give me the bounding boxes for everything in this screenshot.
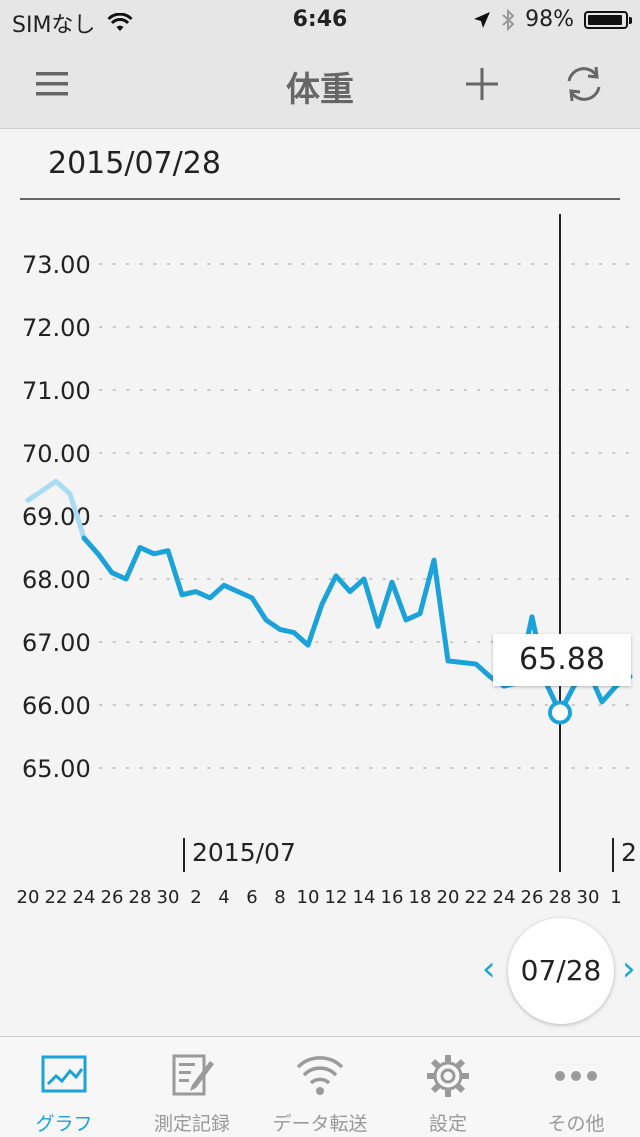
tab-other[interactable]: その他 bbox=[512, 1037, 640, 1137]
date-navigator: ‹ 07/28 › bbox=[0, 910, 640, 1030]
tab-data-transfer[interactable]: データ転送 bbox=[256, 1037, 384, 1137]
bluetooth-icon bbox=[502, 8, 515, 31]
notebook-edit-icon bbox=[172, 1054, 214, 1096]
battery-icon bbox=[584, 10, 632, 29]
weight-line bbox=[81, 535, 633, 716]
plus-icon bbox=[466, 68, 498, 100]
tab-label: 設定 bbox=[428, 1113, 467, 1135]
weight-line-faded bbox=[25, 478, 87, 541]
prev-date-button[interactable]: ‹ bbox=[482, 949, 496, 989]
x-tick-label: 10 bbox=[297, 887, 320, 908]
chart-grid bbox=[99, 263, 640, 769]
y-tick-label: 67.00 bbox=[22, 629, 91, 657]
current-date-button[interactable]: 07/28 bbox=[508, 918, 614, 1024]
y-axis-labels: 73.0072.0071.0070.0069.0068.0067.0066.00… bbox=[22, 251, 91, 783]
y-tick-label: 73.00 bbox=[22, 251, 91, 279]
x-tick-label: 26 bbox=[521, 887, 544, 908]
sync-button[interactable] bbox=[556, 58, 612, 110]
selection-cursor[interactable] bbox=[548, 214, 572, 872]
x-tick-label: 2 bbox=[190, 887, 201, 908]
x-tick-label: 24 bbox=[493, 887, 516, 908]
y-tick-label: 72.00 bbox=[22, 314, 91, 342]
x-tick-label: 4 bbox=[218, 887, 229, 908]
x-tick-label: 26 bbox=[101, 887, 124, 908]
y-tick-label: 70.00 bbox=[22, 440, 91, 468]
x-tick-label: 6 bbox=[246, 887, 257, 908]
hamburger-icon bbox=[36, 72, 68, 96]
nav-bar: 体重 bbox=[0, 40, 640, 129]
date-header-divider bbox=[20, 198, 620, 200]
selected-value-tooltip: 65.88 bbox=[493, 634, 631, 686]
tab-bar: グラフ 測定記録 データ転送 bbox=[0, 1036, 640, 1137]
sync-icon bbox=[567, 66, 601, 102]
status-right: 98% bbox=[473, 7, 632, 32]
add-button[interactable] bbox=[454, 58, 510, 110]
carrier-label: SIMなし bbox=[12, 13, 96, 38]
x-tick-label: 1 bbox=[610, 887, 621, 908]
x-tick-label: 8 bbox=[274, 887, 285, 908]
x-tick-label: 28 bbox=[549, 887, 572, 908]
y-tick-label: 66.00 bbox=[22, 692, 91, 720]
x-tick-label: 24 bbox=[73, 887, 96, 908]
tab-settings[interactable]: 設定 bbox=[384, 1037, 512, 1137]
x-axis-labels: 20 22 24 26 28 30 2 4 6 8 10 12 14 16 18 20 22 24 26 28 30 12… bbox=[17, 838, 637, 908]
location-arrow-icon bbox=[474, 11, 491, 28]
y-tick-label: 68.00 bbox=[22, 566, 91, 594]
x-tick-label: 22 bbox=[465, 887, 488, 908]
x-tick-label: 20 bbox=[437, 887, 460, 908]
menu-button[interactable] bbox=[24, 58, 80, 110]
y-tick-label: 65.00 bbox=[22, 755, 91, 783]
tab-label: グラフ bbox=[35, 1113, 93, 1135]
tab-label: 測定記録 bbox=[153, 1113, 230, 1135]
status-time: 6:46 bbox=[292, 7, 348, 32]
status-left: SIMなし bbox=[12, 7, 134, 39]
x-tick-label: 30 bbox=[577, 887, 600, 908]
x-tick-label: 22 bbox=[45, 887, 68, 908]
tab-label: その他 bbox=[547, 1113, 605, 1135]
x-tick-label: 28 bbox=[129, 887, 152, 908]
gear-icon bbox=[427, 1055, 469, 1097]
selected-point bbox=[548, 700, 572, 725]
wifi-icon bbox=[296, 1056, 344, 1095]
more-dots-icon bbox=[555, 1071, 597, 1081]
x-tick-label: 12 bbox=[325, 887, 348, 908]
x-tick-label: 20 bbox=[17, 887, 40, 908]
battery-percent: 98% bbox=[525, 7, 574, 32]
month-label: 2015/07 bbox=[192, 838, 296, 867]
next-date-button[interactable]: › bbox=[622, 949, 636, 989]
x-tick-label: 14 bbox=[353, 887, 376, 908]
selected-date-header: 2015/07/28 bbox=[48, 146, 221, 181]
month-label: 2 bbox=[621, 838, 637, 867]
x-tick-label: 16 bbox=[381, 887, 404, 908]
x-tick-label: 18 bbox=[409, 887, 432, 908]
weight-chart[interactable]: 73.0072.0071.0070.0069.0068.0067.0066.00… bbox=[0, 200, 640, 910]
tab-label: データ転送 bbox=[272, 1113, 368, 1135]
y-tick-label: 71.00 bbox=[22, 377, 91, 405]
status-bar: SIMなし 6:46 98% bbox=[0, 0, 640, 40]
x-tick-label: 30 bbox=[157, 887, 180, 908]
graph-icon bbox=[41, 1055, 87, 1093]
wifi-signal-icon bbox=[107, 13, 134, 31]
page-title: 体重 bbox=[286, 70, 354, 110]
tab-graph[interactable]: グラフ bbox=[0, 1037, 128, 1137]
tab-records[interactable]: 測定記録 bbox=[128, 1037, 256, 1137]
